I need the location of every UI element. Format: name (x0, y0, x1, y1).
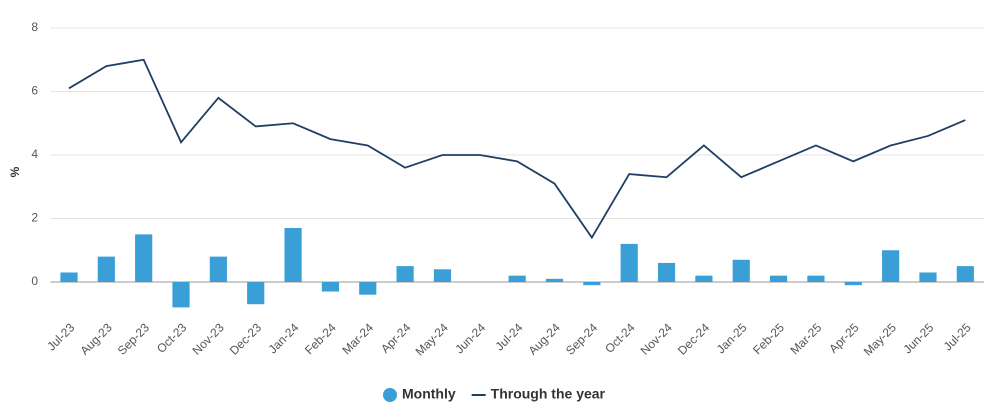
bar (769, 275, 788, 282)
x-tick-label: Mar-24 (339, 320, 376, 357)
y-axis-label: % (8, 166, 22, 177)
bar (695, 275, 713, 282)
bar (359, 282, 377, 295)
bar (209, 256, 227, 282)
bar (284, 228, 302, 282)
bar (882, 250, 900, 282)
x-tick-label: May-25 (861, 320, 899, 358)
bar (97, 256, 115, 282)
bar (620, 243, 638, 282)
x-tick-label: Jul-25 (941, 320, 974, 353)
x-tick-label: Jan-25 (714, 320, 750, 356)
x-tick-label: Jun-25 (900, 320, 936, 356)
bar (396, 266, 414, 282)
legend-marker (383, 388, 397, 402)
bar (956, 266, 974, 282)
bar (919, 272, 937, 282)
x-tick-label: Jul-23 (44, 320, 77, 353)
bar (135, 234, 153, 282)
x-tick-label: Sep-23 (115, 320, 152, 357)
x-tick-label: Nov-24 (638, 320, 675, 357)
x-tick-label: Dec-24 (675, 320, 712, 357)
x-tick-label: May-24 (413, 320, 451, 358)
x-tick-label: Apr-24 (378, 320, 414, 356)
y-tick-label: 0 (31, 274, 38, 288)
x-tick-label: Oct-24 (602, 320, 638, 356)
x-tick-label: Sep-24 (563, 320, 600, 357)
x-tick-label: Nov-23 (189, 320, 226, 357)
bar (732, 259, 750, 282)
y-tick-label: 4 (31, 147, 38, 161)
bar (657, 262, 676, 282)
legend-label: Through the year (491, 386, 606, 402)
y-tick-label: 6 (31, 84, 38, 98)
x-tick-label: Jan-24 (266, 320, 302, 356)
bar (807, 275, 825, 282)
x-tick-label: Jun-24 (452, 320, 488, 356)
x-tick-label: Apr-25 (826, 320, 862, 356)
x-tick-label: Feb-25 (750, 320, 787, 357)
x-tick-label: Aug-23 (77, 320, 114, 357)
x-tick-label: Feb-24 (302, 320, 339, 357)
bar (545, 278, 564, 282)
y-tick-label: 8 (31, 20, 38, 34)
bar (60, 272, 78, 282)
bar (247, 282, 265, 305)
bar (172, 282, 190, 308)
bar (583, 282, 601, 286)
line (68, 58, 966, 240)
x-tick-label: Dec-23 (227, 320, 264, 357)
x-tick-label: Jul-24 (493, 320, 526, 353)
legend-label: Monthly (402, 386, 456, 402)
bar (321, 282, 340, 292)
x-tick-label: Aug-24 (526, 320, 563, 357)
x-tick-label: Mar-25 (788, 320, 825, 357)
y-tick-label: 2 (31, 211, 38, 225)
bar (508, 275, 526, 282)
bar (844, 282, 862, 286)
bar (433, 269, 452, 282)
x-tick-label: Oct-23 (154, 320, 190, 356)
